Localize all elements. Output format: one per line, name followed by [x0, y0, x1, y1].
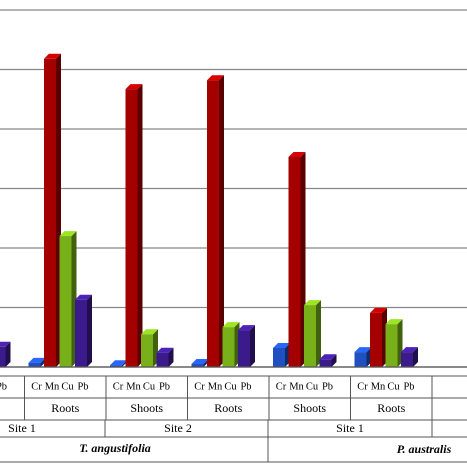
bar	[207, 80, 219, 368]
x-tick-label: Cr	[194, 381, 205, 392]
bar-top	[44, 53, 61, 59]
bar-top	[304, 300, 321, 306]
organ-label: Roots	[51, 401, 79, 415]
x-tick-label: Cr	[31, 381, 42, 392]
site-label: Site 2	[164, 421, 192, 435]
bar-side	[5, 341, 11, 367]
bar-top	[238, 325, 255, 331]
bar-side	[413, 347, 418, 367]
x-tick-label: Cu	[61, 381, 74, 392]
site-label: Site 1	[336, 421, 364, 435]
bar-top	[288, 151, 306, 157]
bar	[28, 362, 41, 367]
bar-side	[168, 347, 174, 367]
bar-top	[0, 341, 11, 347]
site-label: Site 1	[8, 421, 36, 435]
bar	[288, 156, 301, 367]
species-label: T. angustifolia	[79, 441, 151, 455]
x-tick-label: Pb	[0, 381, 7, 392]
bar-top	[401, 347, 418, 353]
bar-top	[191, 359, 209, 365]
x-tick-label: Cu	[306, 381, 319, 392]
bar	[385, 324, 398, 367]
species-label: P. australis	[397, 442, 452, 456]
bar-top	[207, 75, 224, 81]
bar-side	[219, 75, 224, 368]
bar	[75, 299, 87, 367]
bar-top	[354, 347, 372, 353]
bar-side	[137, 84, 143, 367]
x-tick-label: Mn	[45, 381, 60, 392]
organ-label: Shoots	[293, 401, 326, 415]
bar	[273, 347, 285, 367]
bar-top	[141, 329, 158, 335]
x-tick-label: Mn	[208, 381, 223, 392]
table-lines	[0, 375, 467, 463]
bar	[222, 327, 235, 367]
bar	[125, 89, 138, 367]
bar	[59, 236, 72, 367]
bar	[110, 365, 122, 367]
bar-side	[331, 354, 337, 367]
bar	[156, 352, 169, 367]
x-tick-label: Pb	[240, 381, 251, 392]
bar-top	[28, 357, 46, 363]
x-tick-label: Cr	[276, 381, 287, 392]
bar-top	[59, 231, 77, 237]
bar	[44, 58, 56, 367]
bar	[319, 359, 332, 367]
bar-top	[385, 319, 403, 325]
organ-label: Roots	[214, 401, 242, 415]
bar-top	[319, 354, 337, 360]
bar-side	[250, 325, 255, 367]
x-tick-label: Mn	[371, 381, 386, 392]
organ-label: Shoots	[130, 401, 163, 415]
x-tick-label: Pb	[403, 381, 414, 392]
bar-top	[110, 360, 127, 366]
bar	[238, 330, 250, 367]
bar-top	[222, 322, 240, 328]
bar-top	[273, 342, 290, 348]
bar-top	[125, 84, 143, 90]
bar	[191, 364, 204, 367]
bar	[304, 305, 316, 367]
bar	[0, 346, 6, 367]
x-tick-label: Cu	[224, 381, 237, 392]
x-tick-label: Mn	[126, 381, 141, 392]
x-tick-label: Cu	[387, 381, 400, 392]
x-tick-label: Pb	[77, 381, 88, 392]
x-tick-label: Cu	[143, 381, 156, 392]
bar	[354, 352, 367, 367]
x-tick-label: Mn	[289, 381, 304, 392]
bar-side	[87, 294, 92, 367]
bar	[401, 352, 413, 367]
x-tick-label: Cr	[357, 381, 368, 392]
bar	[370, 312, 382, 367]
organ-label: Roots	[377, 401, 405, 415]
bar-top	[370, 307, 387, 313]
bar-side	[316, 300, 321, 367]
bar-top	[156, 347, 174, 353]
x-tick-label: Cr	[113, 381, 124, 392]
bar-top	[75, 294, 92, 300]
x-tick-label: Pb	[159, 381, 170, 392]
bar	[141, 334, 153, 367]
x-tick-label: Pb	[322, 381, 333, 392]
